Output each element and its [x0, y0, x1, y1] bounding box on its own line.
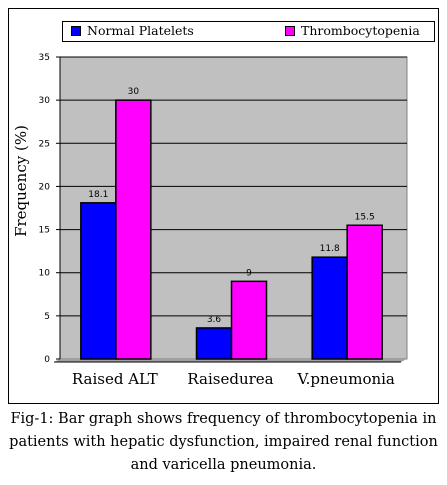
data-label: 15.5: [355, 212, 375, 222]
y-tick-label: 20: [39, 182, 51, 192]
y-tick-label: 10: [39, 269, 51, 279]
bar-normal-platelets: [195, 327, 233, 360]
x-tick-label: V.pneumonia: [296, 370, 394, 388]
x-tick-label: Raisedurea: [187, 370, 273, 388]
data-label: 30: [128, 87, 140, 97]
bar-thrombocytopenia: [115, 99, 152, 360]
legend-label: Thrombocytopenia: [301, 23, 420, 38]
y-tick-label: 30: [39, 96, 51, 106]
legend-swatch-blue: [71, 25, 81, 36]
bar-chart: 0 5 10 15 20 25 30 35 18.1 30 Raised ALT 3.6 9 Raised…: [12, 53, 408, 388]
legend-item-normal-platelets: Normal Platelets: [71, 23, 194, 38]
figure-caption: Fig-1: Bar graph shows frequency of thro…: [9, 411, 438, 473]
bar-thrombocytopenia: [346, 224, 383, 360]
data-label: 3.6: [207, 315, 222, 325]
y-axis-label: Frequency (%): [12, 125, 30, 237]
y-tick-label: 35: [39, 53, 50, 63]
data-label: 18.1: [88, 190, 108, 200]
bar-thrombocytopenia: [230, 280, 268, 360]
bar-normal-platelets: [311, 256, 348, 360]
bar-normal-platelets: [80, 202, 117, 360]
y-tick-label: 0: [44, 355, 50, 365]
data-label: 11.8: [320, 244, 340, 254]
x-tick-label: Raised ALT: [72, 370, 158, 388]
legend-swatch-magenta: [285, 25, 295, 36]
data-label: 9: [246, 268, 252, 278]
plot-area: 0 5 10 15 20 25 30 35 18.1 30 Raised ALT 3.6 9 Raised…: [39, 53, 408, 388]
legend-item-thrombocytopenia: Thrombocytopenia: [285, 23, 420, 38]
y-tick-label: 15: [39, 226, 50, 236]
y-tick-label: 25: [39, 139, 50, 149]
chart-legend: Normal Platelets Thrombocytopenia: [62, 21, 435, 42]
y-tick-label: 5: [44, 312, 50, 322]
legend-label: Normal Platelets: [87, 23, 194, 38]
